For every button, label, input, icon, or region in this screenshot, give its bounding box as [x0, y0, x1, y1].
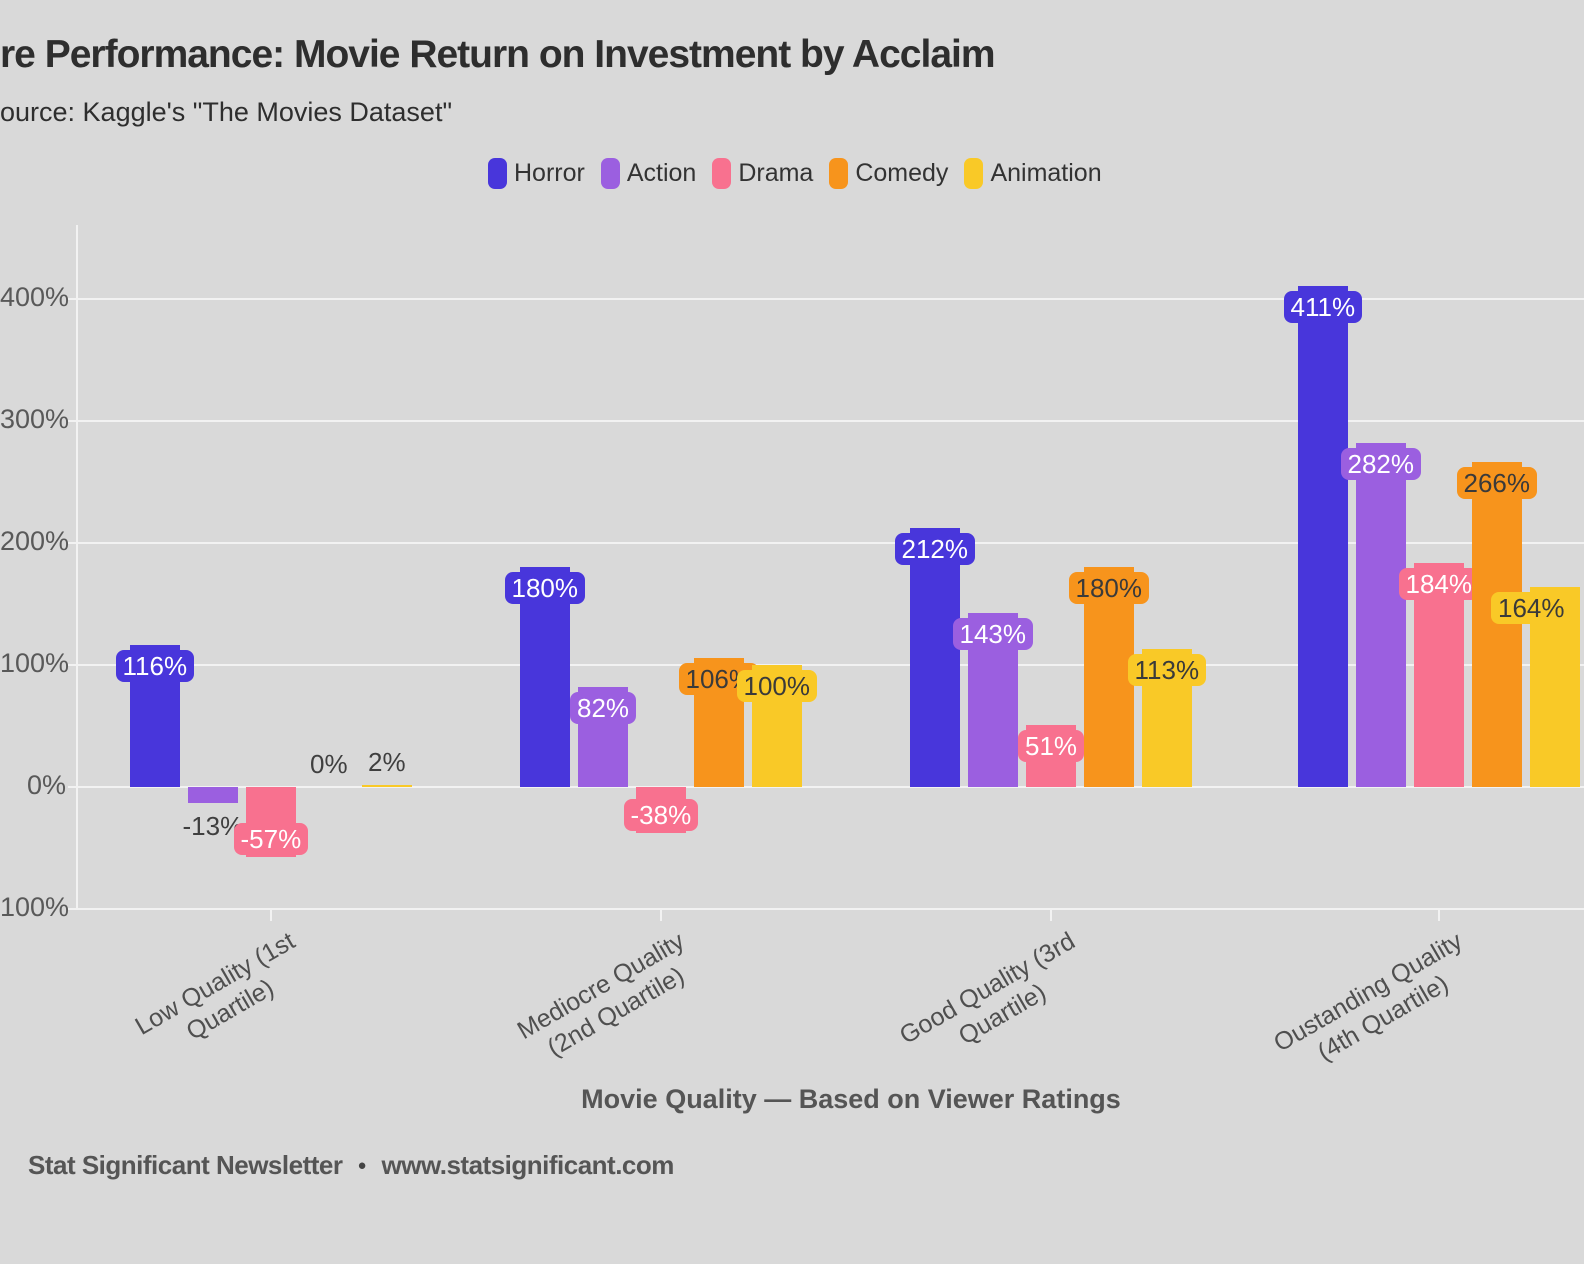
y-tick-mark [68, 786, 78, 788]
x-axis-line [78, 908, 1584, 910]
legend-label-comedy: Comedy [855, 159, 949, 187]
value-label-animation-2: 113% [1127, 654, 1207, 687]
y-tick-label: 0% [26, 770, 66, 800]
legend-swatch-horror-icon [488, 158, 507, 189]
value-label-drama-3: 184% [1398, 567, 1479, 600]
legend-item-horror: Horror [488, 158, 585, 189]
value-label-drama-0: -57% [233, 822, 309, 855]
chart-title: re Performance: Movie Return on Investme… [0, 33, 996, 76]
y-tick-label: 300% [0, 404, 70, 434]
bar-action-3 [1356, 442, 1406, 787]
y-tick-mark [68, 542, 78, 544]
gridline-0 [78, 786, 1584, 788]
legend-swatch-animation-icon [964, 158, 984, 189]
legend: Horror Action Drama Comedy Animation [488, 158, 1102, 189]
x-tick-label: Mediocre Quality (2nd Quartile) [513, 926, 690, 1063]
x-tick-label: Low Quality (1st Quartile) [130, 926, 300, 1046]
gridline-200 [78, 542, 1584, 544]
bar-drama-3 [1414, 562, 1464, 787]
value-label-horror-1: 180% [504, 572, 585, 605]
bar-horror-3 [1298, 285, 1348, 787]
x-tick-mark [660, 909, 662, 921]
footer-separator-icon: ● [357, 1157, 367, 1174]
legend-item-animation: Animation [964, 158, 1102, 189]
value-label-animation-3: 164% [1491, 591, 1572, 624]
value-label-horror-3: 411% [1283, 290, 1363, 323]
x-tick-label: Oustanding Quality (4th Quartile) [1269, 926, 1468, 1067]
x-tick-label: Good Quality (3rd Quartile) [894, 926, 1080, 1051]
bar-animation-0 [362, 784, 412, 787]
bar-horror-2 [910, 528, 960, 787]
footer-brand: Stat Significant Newsletter [28, 1150, 343, 1180]
y-tick-label: 100% [0, 892, 70, 922]
chart-subtitle: ource: Kaggle's "The Movies Dataset" [0, 97, 453, 127]
value-label-animation-0: 2% [368, 746, 406, 777]
legend-item-action: Action [600, 158, 697, 189]
value-label-action-1: 82% [570, 691, 637, 724]
footer: Stat Significant Newsletter ● www.statsi… [28, 1150, 674, 1181]
y-tick-mark [68, 298, 78, 300]
legend-label-drama: Drama [738, 159, 814, 187]
value-label-drama-1: -38% [623, 799, 699, 832]
y-tick-label: 100% [0, 648, 70, 678]
legend-label-horror: Horror [514, 159, 585, 187]
legend-swatch-drama-icon [712, 158, 732, 189]
value-label-horror-0: 116% [115, 650, 195, 683]
y-tick-mark [68, 908, 78, 910]
y-tick-mark [68, 420, 78, 422]
legend-item-comedy: Comedy [829, 158, 948, 189]
gridline-400 [78, 298, 1584, 300]
y-tick-label: 400% [0, 282, 70, 312]
value-label-action-0: -13% [182, 810, 244, 841]
legend-label-action: Action [626, 159, 697, 187]
y-tick-label: 200% [0, 526, 70, 556]
x-tick-mark [1438, 909, 1440, 921]
footer-url: www.statsignificant.com [381, 1150, 675, 1180]
gridline-300 [78, 420, 1584, 422]
value-label-animation-1: 100% [736, 670, 817, 702]
value-label-comedy-2: 180% [1068, 572, 1149, 605]
gridline-100 [78, 664, 1584, 666]
legend-swatch-comedy-icon [829, 158, 849, 189]
y-axis-line [76, 225, 78, 909]
value-label-comedy-0: 0% [310, 749, 348, 779]
x-tick-mark [270, 909, 272, 921]
bar-comedy-3 [1472, 462, 1522, 787]
value-label-action-2: 143% [952, 617, 1033, 650]
x-axis-title: Movie Quality — Based on Viewer Ratings [581, 1084, 1121, 1114]
legend-label-animation: Animation [990, 159, 1102, 187]
value-label-horror-2: 212% [894, 533, 975, 566]
legend-item-drama: Drama [712, 158, 813, 189]
value-label-drama-2: 51% [1018, 729, 1085, 762]
bar-action-0 [188, 787, 238, 803]
legend-swatch-action-icon [600, 158, 620, 189]
x-tick-mark [1050, 909, 1052, 921]
y-tick-mark [68, 664, 78, 666]
value-label-action-3: 282% [1340, 447, 1421, 480]
value-label-comedy-3: 266% [1456, 467, 1537, 500]
